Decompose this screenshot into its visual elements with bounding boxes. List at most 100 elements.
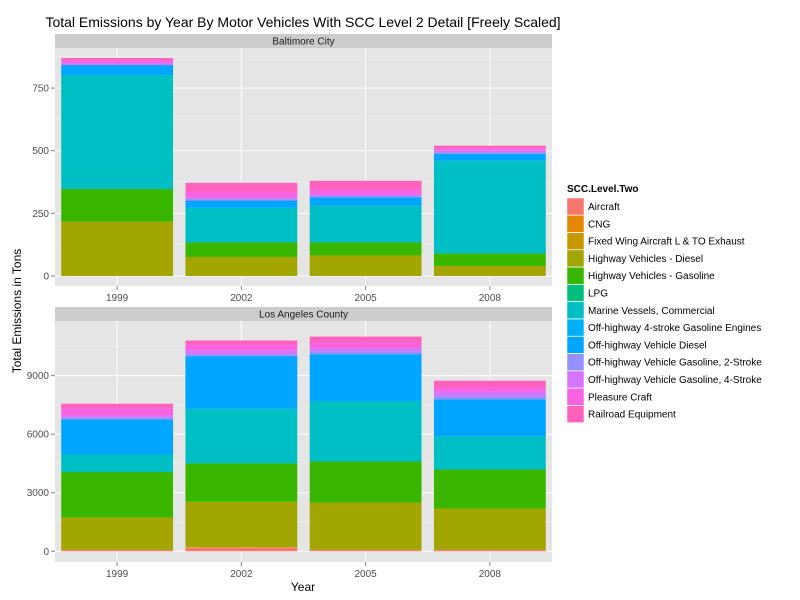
bar-segment-off-highway-vehicle-gasoline-4-stroke — [433, 391, 546, 397]
bar-segment-marine-vessels-commercial — [61, 454, 174, 473]
y-tick-label: 0 — [43, 547, 49, 558]
bar-stack-1999 — [61, 403, 174, 552]
legend-item-fixed-wing-aircraft-l-to-exhaust: Fixed Wing Aircraft L & TO Exhaust — [566, 232, 745, 250]
legend-label: Off-highway Vehicle Gasoline, 4-Stroke — [588, 375, 762, 386]
legend-label: Marine Vessels, Commercial — [588, 306, 715, 317]
legend-swatch — [566, 249, 585, 268]
bar-segment-off-highway-vehicle-gasoline-2-stroke — [61, 417, 174, 420]
facet-strip — [55, 307, 552, 321]
bar-stack-2002 — [185, 182, 298, 276]
legend-item-marine-vessels-commercial: Marine Vessels, Commercial — [566, 301, 715, 320]
legend-item-highway-vehicles-diesel: Highway Vehicles - Diesel — [566, 249, 703, 268]
bar-segment-off-highway-vehicle-diesel — [433, 153, 546, 161]
x-tick-label: 2008 — [479, 293, 502, 304]
bar-segment-railroad-equipment — [185, 340, 298, 345]
bar-segment-marine-vessels-commercial — [309, 205, 422, 243]
bar-stack-2005 — [309, 336, 422, 552]
bar-segment-highway-vehicles-diesel — [309, 502, 422, 550]
bar-segment-pleasure-craft — [309, 189, 422, 195]
bar-stack-1999 — [61, 58, 174, 276]
panel-baltimore-city: Baltimore City 0 250 500 750 1999 2002 2005 2008 — [32, 34, 552, 304]
bar-segment-off-highway-vehicle-gasoline-4-stroke — [309, 348, 422, 352]
legend-label: Highway Vehicles - Diesel — [588, 254, 703, 265]
x-tick-label: 2008 — [479, 569, 502, 580]
legend-swatch — [566, 215, 585, 233]
bar-segment-off-highway-vehicle-gasoline-4-stroke — [61, 415, 174, 418]
bar-segment-aircraft — [433, 550, 546, 552]
bar-segment-off-highway-vehicle-gasoline-2-stroke — [185, 354, 298, 357]
bar-segment-highway-vehicles-diesel — [185, 256, 298, 276]
bar-segment-highway-vehicles-gasoline — [433, 469, 546, 509]
legend-items: Aircraft CNG Fixed Wing Aircraft L & TO Ex… — [566, 197, 762, 423]
legend-item-pleasure-craft: Pleasure Craft — [566, 388, 652, 406]
y-tick-label: 750 — [32, 84, 49, 95]
bar-segment-highway-vehicles-gasoline — [433, 253, 546, 266]
bar-segment-railroad-equipment — [309, 180, 422, 190]
bar-segment-highway-vehicles-gasoline — [185, 242, 298, 257]
bar-segment-highway-vehicles-gasoline — [309, 242, 422, 256]
legend-item-aircraft: Aircraft — [566, 197, 620, 216]
bar-segment-aircraft — [185, 547, 298, 552]
bar-segment-pleasure-craft — [185, 192, 298, 198]
bar-segment-off-highway-vehicle-gasoline-2-stroke — [433, 152, 546, 154]
legend-swatch — [566, 232, 585, 250]
bar-segment-railroad-equipment — [433, 380, 546, 388]
bar-segment-marine-vessels-commercial — [185, 408, 298, 464]
bar-stack-2008 — [433, 145, 546, 276]
bar-stack-2002 — [185, 340, 298, 552]
legend-label: LPG — [588, 289, 608, 300]
bar-segment-marine-vessels-commercial — [185, 207, 298, 243]
y-tick-label: 9000 — [27, 371, 50, 382]
bar-segment-marine-vessels-commercial — [61, 75, 174, 190]
bar-segment-pleasure-craft — [433, 148, 546, 151]
bar-segment-railroad-equipment — [61, 58, 174, 61]
bar-segment-highway-vehicles-diesel — [61, 221, 174, 276]
legend-label: Off-highway Vehicle Gasoline, 2-Stroke — [588, 358, 762, 369]
bar-segment-off-highway-vehicle-gasoline-2-stroke — [185, 199, 298, 201]
bar-segment-highway-vehicles-gasoline — [61, 472, 174, 518]
legend-item-off-highway-vehicle-gasoline-4-stroke: Off-highway Vehicle Gasoline, 4-Stroke — [566, 370, 762, 389]
y-tick-label: 500 — [32, 146, 49, 157]
legend-item-lpg: LPG — [566, 284, 608, 302]
legend-swatch — [566, 301, 585, 320]
bar-segment-off-highway-vehicle-gasoline-2-stroke — [309, 196, 422, 198]
panels: Baltimore City 0 250 500 750 1999 2002 2005 2008… — [27, 34, 552, 580]
legend-item-cng: CNG — [566, 215, 610, 233]
chart-title: Total Emissions by Year By Motor Vehicle… — [45, 14, 560, 30]
legend-item-off-highway-4-stroke-gasoline-engines: Off-highway 4-stroke Gasoline Engines — [566, 318, 761, 337]
x-tick-label: 1999 — [106, 569, 129, 580]
bar-stack-2005 — [309, 180, 422, 276]
bar-segment-railroad-equipment — [309, 336, 422, 343]
legend-swatch — [566, 353, 585, 371]
panel-los-angeles-county: Los Angeles County 0 3000 6000 9000 1999 2002 2… — [27, 307, 552, 580]
bar-stack-2008 — [433, 380, 546, 552]
bar-segment-off-highway-vehicle-gasoline-2-stroke — [433, 396, 546, 400]
x-axis-title: Year — [291, 580, 315, 594]
legend-label: CNG — [588, 219, 610, 230]
legend-swatch — [566, 370, 585, 389]
bar-segment-pleasure-craft — [309, 342, 422, 349]
legend-swatch — [566, 336, 585, 354]
bar-segment-aircraft — [61, 550, 174, 552]
legend-label: Highway Vehicles - Gasoline — [588, 271, 715, 282]
y-tick-label: 3000 — [27, 488, 50, 499]
bar-segment-off-highway-vehicle-gasoline-2-stroke — [309, 351, 422, 355]
bar-segment-off-highway-vehicle-gasoline-4-stroke — [61, 63, 174, 66]
bar-segment-highway-vehicles-gasoline — [61, 189, 174, 222]
bar-segment-off-highway-vehicle-diesel — [309, 197, 422, 206]
legend-label: Off-highway 4-stroke Gasoline Engines — [588, 323, 761, 334]
bar-segment-highway-vehicles-diesel — [309, 255, 422, 276]
legend-item-railroad-equipment: Railroad Equipment — [566, 405, 676, 423]
x-tick-label: 2002 — [230, 569, 253, 580]
bar-segment-marine-vessels-commercial — [309, 401, 422, 462]
legend-swatch — [566, 197, 585, 216]
bar-segment-marine-vessels-commercial — [433, 160, 546, 254]
x-tick-label: 2002 — [230, 293, 253, 304]
y-tick-label: 250 — [32, 209, 49, 220]
bar-segment-off-highway-vehicle-gasoline-4-stroke — [185, 197, 298, 200]
legend-label: Railroad Equipment — [588, 410, 676, 421]
bar-segment-off-highway-vehicle-diesel — [185, 200, 298, 208]
legend-item-off-highway-vehicle-diesel: Off-highway Vehicle Diesel — [566, 336, 707, 354]
bar-segment-pleasure-craft — [433, 387, 546, 392]
